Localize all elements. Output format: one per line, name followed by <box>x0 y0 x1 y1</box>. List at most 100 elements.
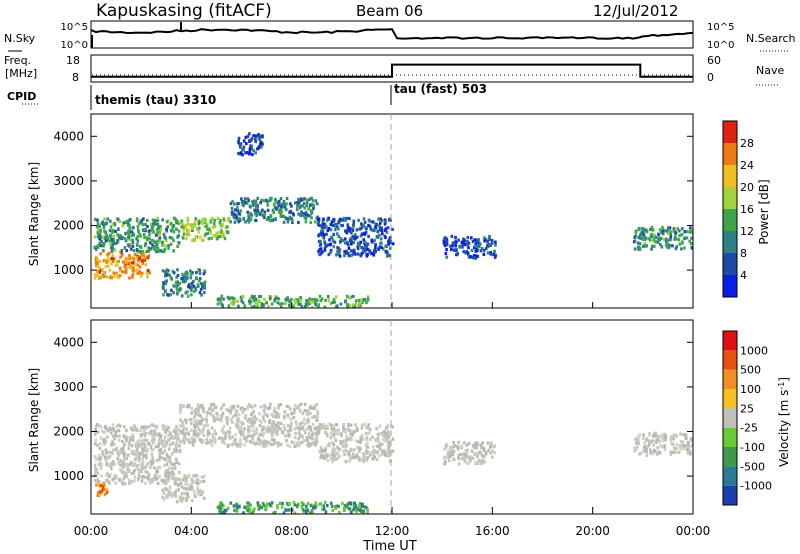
cpid-segment-2: tau (fast) 503 <box>394 82 487 96</box>
echo-cell <box>98 270 102 274</box>
echo-cell <box>263 405 267 409</box>
echo-cell <box>173 462 176 466</box>
echo-cell <box>159 447 163 452</box>
echo-cell <box>291 219 294 223</box>
echo-cell <box>369 219 372 224</box>
echo-cell <box>483 449 486 453</box>
echo-cell <box>674 237 678 241</box>
echo-cell <box>248 146 252 150</box>
echo-cell <box>374 439 377 443</box>
echo-cell <box>180 492 184 496</box>
echo-cell <box>254 297 258 301</box>
echo-cell <box>254 151 257 155</box>
echo-cell <box>93 455 97 459</box>
power-colorbar-swatch <box>723 231 737 253</box>
echo-cell <box>231 420 234 424</box>
echo-cell <box>272 422 276 426</box>
echo-cell <box>342 429 345 433</box>
echo-cell <box>261 434 264 438</box>
echo-cell <box>637 247 640 251</box>
echo-cell <box>384 435 388 439</box>
echo-cell <box>326 295 330 299</box>
echo-cell <box>672 227 676 231</box>
echo-cell <box>223 237 227 241</box>
echo-cell <box>302 202 306 206</box>
echo-cell <box>182 236 185 240</box>
echo-cell <box>201 438 205 443</box>
echo-cell <box>114 481 117 485</box>
echo-cell <box>221 304 225 308</box>
echo-cell <box>338 254 342 258</box>
echo-cell <box>135 453 138 458</box>
echo-cell <box>386 423 390 427</box>
echo-cell <box>681 241 684 245</box>
echo-cell <box>327 226 331 231</box>
echo-cell <box>293 407 296 411</box>
echo-cell <box>370 239 374 243</box>
echo-cell <box>358 302 361 306</box>
echo-cell <box>184 418 187 422</box>
echo-cell <box>344 460 348 464</box>
velocity-colorbar-tick: -100 <box>740 441 765 454</box>
echo-cell <box>156 481 160 485</box>
echo-cell <box>314 442 318 446</box>
echo-cell <box>275 296 279 300</box>
echo-cell <box>317 249 320 253</box>
echo-cell <box>297 404 300 408</box>
echo-cell <box>252 409 255 413</box>
echo-cell <box>294 421 298 425</box>
echo-cell <box>349 253 352 258</box>
echo-cell <box>253 404 257 408</box>
echo-cell <box>367 218 371 223</box>
echo-cell <box>127 463 130 467</box>
echo-cell <box>189 276 193 280</box>
echo-cell <box>474 249 477 253</box>
echo-cell <box>491 455 494 459</box>
echo-cell <box>324 430 327 434</box>
echo-cell <box>285 404 289 408</box>
echo-cell <box>231 435 234 439</box>
echo-cell <box>195 276 198 280</box>
echo-cell <box>679 447 682 451</box>
echo-cell <box>354 439 358 443</box>
echo-cell <box>97 454 101 458</box>
echo-cell <box>258 442 261 446</box>
echo-cell <box>224 434 227 438</box>
echo-cell <box>304 431 307 435</box>
echo-cell <box>158 474 162 478</box>
echo-cell <box>267 502 271 506</box>
echo-cell <box>151 479 154 484</box>
echo-cell <box>328 422 332 426</box>
echo-cell <box>258 412 261 416</box>
echo-cell <box>296 201 299 205</box>
echo-cell <box>467 255 471 259</box>
echo-cell <box>174 280 178 284</box>
echo-cell <box>174 284 178 288</box>
echo-cell <box>178 282 182 286</box>
echo-cell <box>339 441 343 445</box>
echo-cell <box>360 232 364 236</box>
time-axis-label: Time UT <box>362 539 416 554</box>
echo-cell <box>378 454 381 458</box>
echo-cell <box>331 509 334 513</box>
echo-cell <box>256 501 260 505</box>
echo-cell <box>123 474 127 478</box>
echo-cell <box>103 217 106 221</box>
echo-cell <box>248 507 252 511</box>
echo-cell <box>250 405 254 409</box>
echo-cell <box>670 450 674 454</box>
echo-cell <box>346 225 350 229</box>
echo-cell <box>639 236 642 240</box>
echo-cell <box>367 223 370 227</box>
echo-cell <box>157 226 160 230</box>
echo-cell <box>177 483 180 487</box>
echo-cell <box>256 437 260 441</box>
echo-cell <box>299 197 303 201</box>
echo-cell <box>248 301 252 305</box>
nsearch-tick-top: 10^5 <box>707 22 734 33</box>
echo-cell <box>164 280 168 284</box>
echo-cell <box>158 240 162 244</box>
echo-cell <box>226 218 230 222</box>
echo-cell <box>391 437 395 441</box>
echo-cell <box>282 214 286 218</box>
